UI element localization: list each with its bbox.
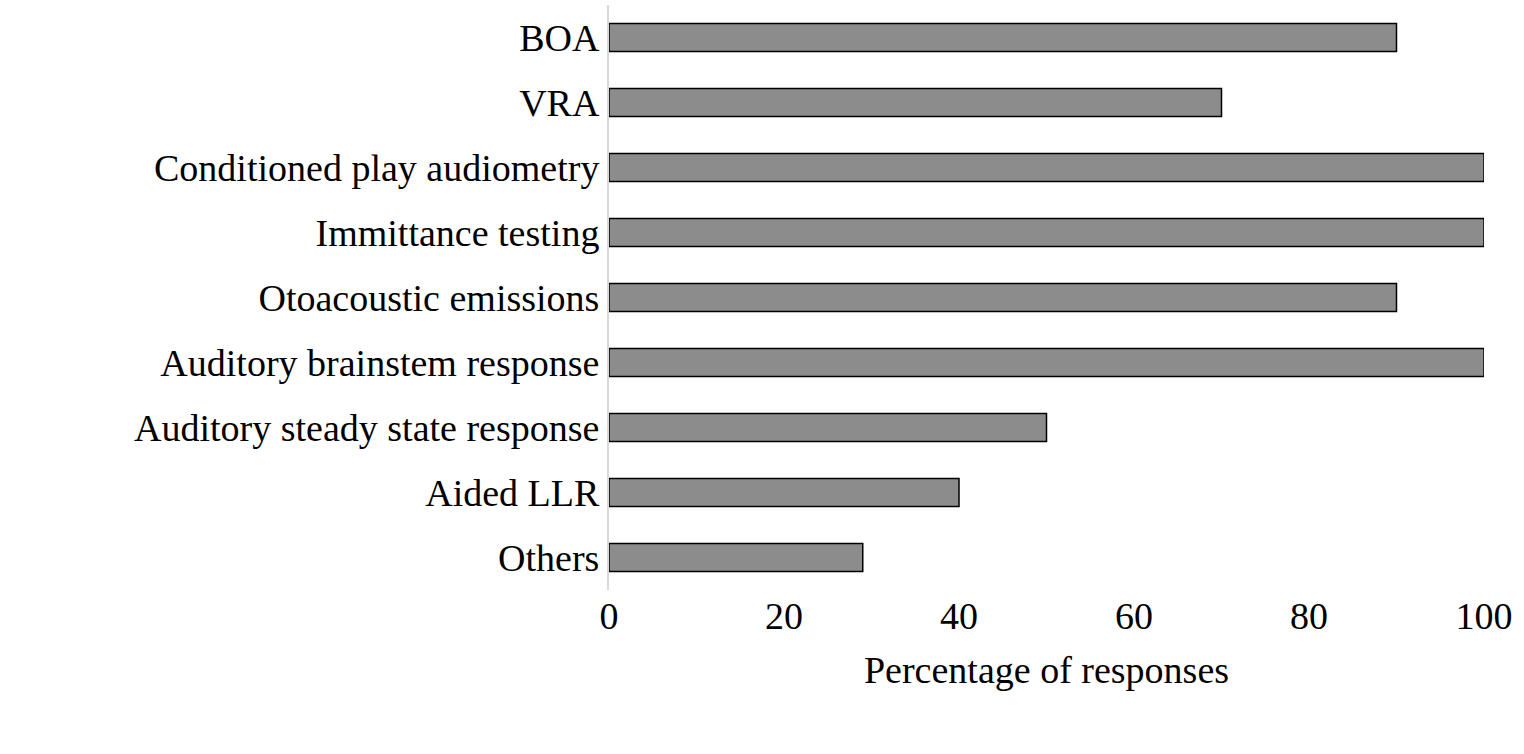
svg-text:Conditioned play audiometry: Conditioned play audiometry	[154, 147, 599, 189]
svg-text:Others: Others	[498, 537, 599, 579]
svg-text:Immittance testing: Immittance testing	[316, 212, 600, 254]
svg-text:40: 40	[940, 595, 978, 637]
svg-text:Percentage of responses: Percentage of responses	[864, 649, 1229, 691]
svg-text:80: 80	[1290, 595, 1328, 637]
svg-text:Auditory brainstem response: Auditory brainstem response	[160, 342, 599, 384]
svg-text:60: 60	[1115, 595, 1153, 637]
svg-text:100: 100	[1456, 595, 1513, 637]
svg-text:Otoacoustic emissions: Otoacoustic emissions	[258, 277, 599, 319]
svg-text:VRA: VRA	[519, 82, 600, 124]
svg-text:Aided LLR: Aided LLR	[425, 472, 600, 514]
svg-text:BOA: BOA	[519, 17, 600, 59]
svg-text:Auditory steady state response: Auditory steady state response	[134, 407, 599, 449]
svg-text:0: 0	[600, 595, 619, 637]
svg-text:20: 20	[765, 595, 803, 637]
